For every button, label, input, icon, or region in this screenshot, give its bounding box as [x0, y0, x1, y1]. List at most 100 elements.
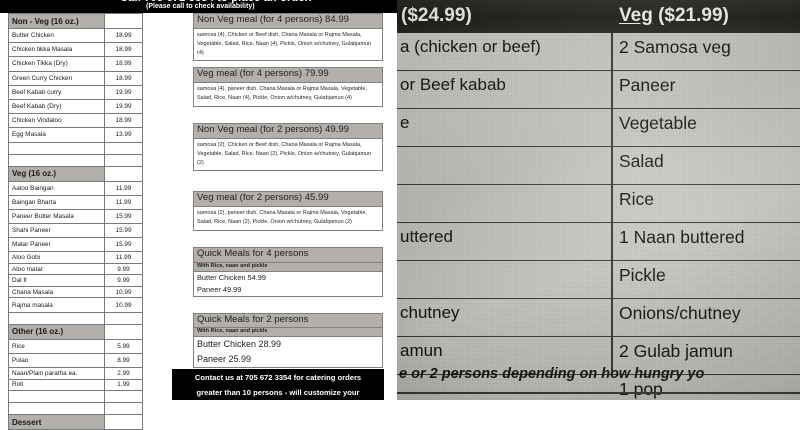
board-cell-right: Salad [619, 151, 664, 171]
item-price: 18.99 [104, 27, 143, 44]
item-price: 11.99 [104, 180, 143, 196]
package-title: Non Veg meal (for 2 persons) 49.99 [194, 124, 382, 139]
quick-meals-title: Quick Meals for 2 persons [194, 313, 382, 329]
item-price: 11.99 [104, 251, 143, 264]
table-row: Shahi Paneer 15.99 [7, 223, 143, 239]
package-title: Non Veg meal (for 4 persons) 84.99 [194, 14, 382, 29]
item-price: 18.99 [104, 70, 143, 86]
quick-meals-card-2: Quick Meals for 2 persons With Rice, naa… [193, 312, 383, 368]
item-price: 8.99 [104, 352, 143, 369]
item-price: 18.99 [104, 113, 143, 129]
table-row: Naan/Plain paratha ea. 2.99 [7, 367, 143, 380]
spacer-cell [104, 153, 143, 167]
spacer-cell [7, 153, 106, 167]
item-price: 19.99 [104, 98, 143, 115]
item-name: Aloo matar [7, 262, 106, 276]
board-header-left: ($24.99) [401, 5, 472, 26]
item-name: Butter Chicken [7, 27, 106, 44]
table-row: Roti 1.99 [7, 378, 143, 391]
board-header-right-price: ($21.99) [652, 5, 729, 26]
board-footer-text: e or 2 persons depending on how hungry y… [399, 366, 705, 382]
board-cell-right: Rice [619, 189, 655, 209]
left-price-table: Non - Veg (16 oz.) Butter Chicken 18.99 C… [7, 13, 143, 430]
item-name: Shahi Paneer [7, 223, 106, 239]
board-row: or Beef kabab Paneer [397, 71, 800, 109]
spacer-cell [104, 402, 143, 415]
table-row: Egg Masala 13.99 [7, 127, 143, 143]
table-row: Chicken tikka Masala 18.99 [7, 42, 143, 58]
quick-meals-title: Quick Meals for 4 persons [194, 248, 382, 263]
board-row: e Vegetable [397, 109, 800, 147]
item-price: 18.99 [104, 42, 143, 58]
item-name: Paneer Butter Masala [7, 208, 106, 225]
table-row: Chana Masala 10.99 [7, 285, 143, 299]
table-row: Matar Paneer 15.99 [7, 237, 143, 253]
item-name: Roti [7, 378, 106, 391]
board-cell-left: a (chicken or beef) [400, 37, 541, 56]
contact-catering-banner: Contact us at 705 672 3354 for catering … [172, 369, 384, 400]
item-price: 2.99 [104, 367, 143, 380]
item-name: Rajma masala [7, 297, 106, 313]
section-header-veg: Veg (16 oz.) [7, 165, 106, 182]
board-header-bar: ($24.99) Veg ($21.99) [397, 0, 800, 33]
section-header-row: Dessert [7, 414, 143, 430]
item-name: Egg Masala [7, 127, 106, 143]
item-name: Chicken Vindaloo [7, 113, 106, 129]
item-name: Chicken tikka Masala [7, 42, 106, 58]
board-cell-right: 1 pop [619, 379, 663, 399]
item-name: Baingan Bharta [7, 194, 106, 210]
item-name: Chana Masala [7, 285, 106, 299]
quick-meals-row: Paneer 49.99 [197, 284, 242, 294]
board-cell-right: Vegetable [619, 113, 697, 133]
spacer-cell [7, 390, 106, 403]
left-price-table-body: Non - Veg (16 oz.) Butter Chicken 18.99 C… [7, 13, 143, 430]
quick-meals-card-4: Quick Meals for 4 persons With Rice, naa… [193, 247, 383, 297]
package-description: samosa (4), Chicken or Beef dish, Chana … [197, 31, 372, 56]
quick-meals-row: Butter Chicken 28.99 [197, 339, 282, 350]
item-price: 15.99 [104, 208, 143, 225]
item-name: Beef Kabab (Dry) [7, 98, 106, 115]
board-cell-left: or Beef kabab [400, 75, 506, 94]
table-row: Rajma masala 10.99 [7, 297, 143, 313]
item-price: 19.99 [104, 84, 143, 100]
board-cell-left: chutney [400, 303, 460, 322]
section-header-other: Other (16 oz.) [7, 323, 106, 340]
section-header-other-price [104, 323, 143, 340]
board-header-right-underlined: Veg [619, 5, 653, 26]
section-header-row: Non - Veg (16 oz.) [7, 13, 143, 29]
item-price: 10.99 [104, 297, 143, 313]
package-card-veg-2: Veg meal (for 2 persons) 45.99 samosa (2… [193, 191, 383, 231]
item-price: 13.99 [104, 127, 143, 143]
table-row: Aaloo Baingan 11.99 [7, 180, 143, 196]
menu-board-photo: ($24.99) Veg ($21.99) a (chicken or beef… [397, 0, 800, 400]
section-header-dessert: Dessert [7, 414, 106, 430]
section-gap [193, 237, 383, 247]
package-card-nonveg-4: Non Veg meal (for 4 persons) 84.99 samos… [193, 13, 383, 62]
item-price: 1.99 [104, 378, 143, 391]
section-header-nonveg-price [104, 13, 143, 29]
top-banner-line2: (Please call to check availability) [146, 3, 255, 10]
board-cell-left: uttered [400, 227, 453, 246]
contact-banner-line2: greater than 10 persons - will customize… [196, 387, 360, 397]
table-row: Rice 5.99 [7, 338, 143, 354]
board-cell-left: amun [400, 341, 443, 360]
item-name: Dal fr [7, 274, 106, 287]
board-row: chutney Onions/chutney [397, 299, 800, 337]
board-row: amun 2 Gulab jamun [397, 337, 800, 375]
section-header-row: Other (16 oz.) [7, 323, 143, 340]
board-row: Rice [397, 185, 800, 223]
item-name: Matar Paneer [7, 237, 106, 253]
item-price: 10.99 [104, 285, 143, 299]
spacer-row [7, 141, 143, 155]
table-row: Pulao 8.99 [7, 352, 143, 369]
package-card-veg-4: Veg meal (for 4 persons) 79.99 samosa (4… [193, 67, 383, 107]
board-row: a (chicken or beef) 2 Samosa veg [397, 33, 800, 71]
table-row: Beef Kabab curry 19.99 [7, 84, 143, 100]
section-header-nonveg: Non - Veg (16 oz.) [7, 13, 106, 29]
board-cell-right: 2 Samosa veg [619, 37, 731, 57]
board-row: Pickle [397, 261, 800, 299]
item-name: Green Curry Chicken [7, 70, 106, 86]
spacer-row [7, 402, 143, 415]
board-cell-right: Paneer [619, 75, 676, 95]
